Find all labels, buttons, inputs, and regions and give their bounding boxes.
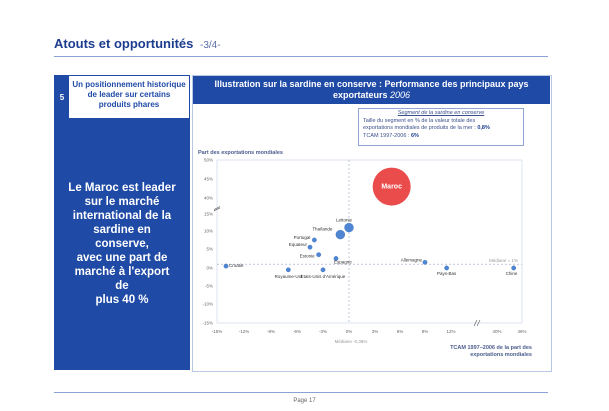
segment-tcam-value: 6%	[411, 132, 419, 139]
x-axis-title: TCAM 1997–2006 de la part des exportatio…	[450, 345, 532, 358]
data-label: Lettonie	[336, 218, 353, 223]
data-point-portugal	[311, 237, 317, 243]
x-tick-label: -12%	[239, 329, 250, 334]
y-tick-label: 40%	[204, 196, 213, 201]
chart-header-title: Illustration sur la sardine en conserve …	[214, 79, 529, 100]
data-label: Chine	[506, 271, 518, 276]
median-x-label: Médiane -0,38%	[335, 339, 368, 344]
x-tick-label: 46%	[517, 329, 526, 334]
segment-info-box: Segment de la sardine en conserve Taille…	[358, 108, 524, 146]
theme-text: Un positionnement historique de leader s…	[72, 80, 186, 109]
page-title: Atouts et opportunités -3/4-	[54, 36, 221, 51]
median-y-label: Médiane = 1%	[489, 258, 518, 263]
segment-line-2: exportations mondiales de produits de la…	[363, 125, 519, 133]
data-label: Royaume-Uni	[275, 274, 303, 279]
data-point-allemagne	[422, 259, 428, 265]
data-point-croatie	[223, 263, 229, 269]
key-message-text: Le Maroc est leader sur le marché intern…	[68, 182, 176, 306]
theme-number: 5	[55, 76, 69, 118]
data-point-maroc	[372, 167, 411, 206]
data-point-pays-bas	[444, 265, 450, 271]
x-tick-label: 12%	[446, 329, 455, 334]
data-point-estonie	[316, 252, 322, 258]
title-divider	[54, 56, 548, 57]
page-title-text: Atouts et opportunités	[54, 36, 194, 51]
y-tick-label: 10%	[204, 229, 213, 234]
footer-divider	[54, 392, 548, 393]
segment-tcam-label: TCAM 1997-2006 :	[363, 132, 410, 139]
x-tick-label: -9%	[267, 329, 275, 334]
y-tick-label: -15%	[202, 321, 213, 326]
x-axis-break-mark	[473, 319, 481, 327]
segment-line-1: Taille du segment en % de la valeur tota…	[363, 117, 476, 124]
theme-box: 5 Un positionnement historique de leader…	[54, 75, 190, 119]
y-tick-label: -5%	[205, 284, 213, 289]
data-point-royaume-uni	[285, 267, 291, 273]
y-tick-label: -10%	[202, 302, 213, 307]
y-tick-label: 5%	[206, 247, 213, 252]
chart-frame	[192, 75, 552, 372]
key-message-panel: Le Maroc est leader sur le marché intern…	[54, 118, 190, 370]
page-fraction: -3/4-	[200, 40, 221, 51]
x-tick-label: 6%	[397, 329, 404, 334]
segment-size-label: exportations mondiales de produits de la…	[363, 125, 476, 131]
data-label: Thaïlande	[312, 227, 333, 232]
data-point-chine	[511, 265, 517, 271]
chart-header-year: 2006	[390, 90, 411, 100]
data-point-lettonie	[344, 222, 354, 233]
data-label: Maroc	[381, 184, 402, 191]
y-tick-label: 0%	[206, 266, 213, 271]
data-point-espagne	[333, 256, 339, 261]
x-tick-label: 3%	[372, 329, 379, 334]
data-label: Etats-Unis d'Amérique	[301, 274, 346, 279]
data-label: Equateur	[289, 242, 308, 247]
data-label: Estonie	[300, 254, 316, 259]
segment-size-value: 0,8%	[477, 125, 490, 131]
x-tick-label: -6%	[293, 329, 301, 334]
y-tick-label: 45%	[204, 177, 213, 182]
data-point-tha-lande	[335, 229, 345, 240]
y-axis-title: Part des exportations mondiales	[198, 150, 283, 156]
data-label: Croatie	[229, 263, 244, 268]
y-tick-label: 15%	[204, 212, 213, 217]
chart-header: Illustration sur la sardine en conserve …	[193, 76, 550, 104]
segment-title: Segment de la sardine en conserve	[397, 110, 485, 116]
data-label: Espagne	[334, 260, 352, 265]
page-number: Page 17	[293, 398, 316, 404]
data-point-etats-unis-d-am-rique	[320, 267, 326, 273]
x-tick-label: 40%	[492, 329, 501, 334]
y-axis-break-mark	[213, 206, 221, 212]
data-label: Pays-Bas	[437, 271, 457, 276]
data-point-equateur	[307, 244, 313, 250]
plot-area-border	[216, 159, 523, 324]
data-label: Allemagne	[401, 257, 423, 262]
x-tick-label: -3%	[319, 329, 327, 334]
y-tick-label: 50%	[204, 158, 213, 163]
x-tick-label: 0%	[346, 329, 353, 334]
x-tick-label: 9%	[422, 329, 429, 334]
x-tick-label: -15%	[212, 329, 223, 334]
data-label: Portugal	[294, 235, 311, 240]
segment-line-3: TCAM 1997-2006 : 6%	[363, 133, 519, 141]
